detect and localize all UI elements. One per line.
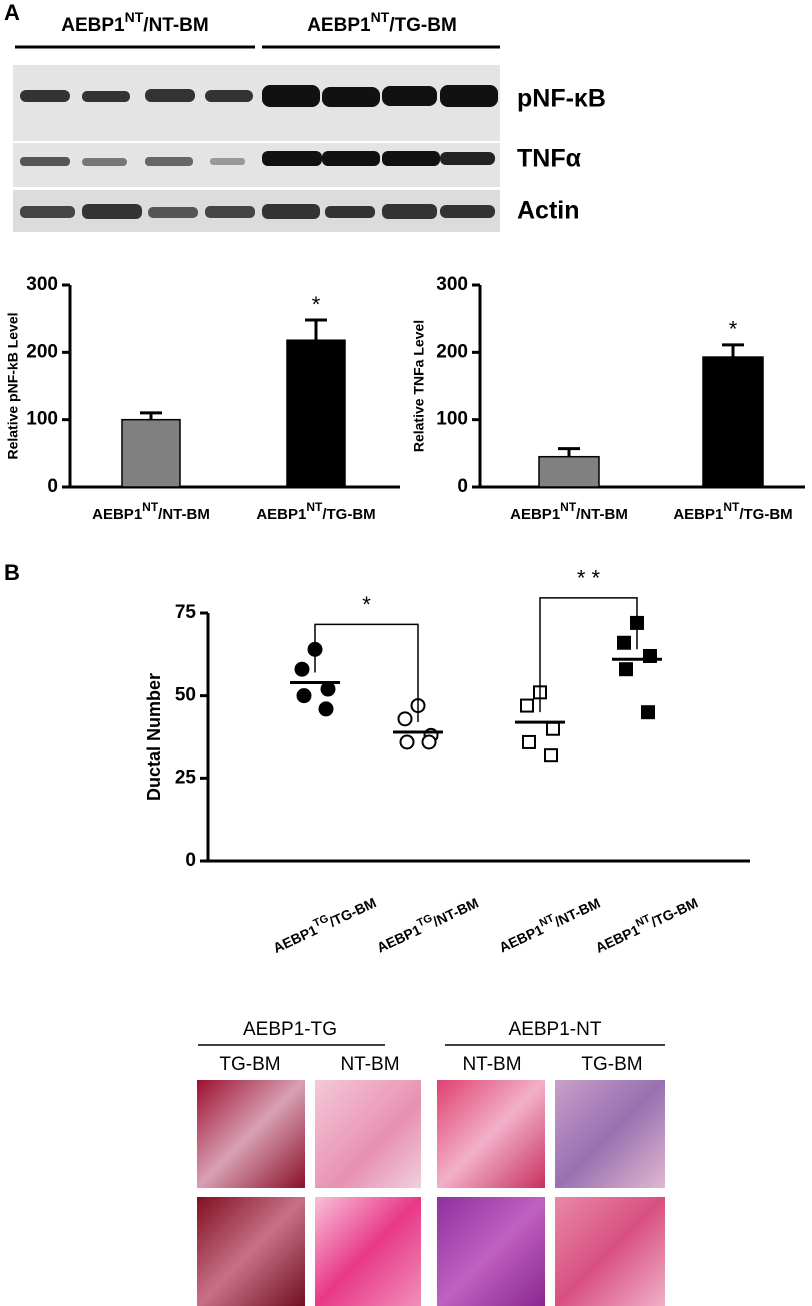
label-base: AEBP1	[510, 506, 560, 523]
y-tick-label: 200	[26, 341, 58, 362]
y-tick-label: 0	[47, 476, 58, 497]
blot-group-label: AEBP1NT/TG-BM	[307, 9, 457, 36]
label-suffix: /TG-BM	[389, 15, 457, 36]
band-label: pNF-κB	[517, 85, 606, 113]
group-label: AEBP1-TG	[243, 1019, 337, 1040]
label-sup: TG	[415, 912, 434, 929]
data-point	[320, 681, 336, 697]
label-base: AEBP1	[307, 15, 371, 36]
significance: *	[729, 317, 738, 342]
label-base: AEBP1	[593, 921, 642, 955]
error-bar	[722, 343, 744, 358]
y-tick-label: 25	[175, 767, 197, 788]
data-point	[619, 662, 633, 677]
column-label: TG-BM	[219, 1054, 280, 1075]
label-suffix: /NT-BM	[143, 15, 208, 36]
data-point	[617, 635, 631, 650]
significance: *	[312, 292, 321, 317]
label-sup: NT	[306, 500, 323, 514]
label-base: AEBP1	[374, 921, 423, 955]
label-base: AEBP1	[256, 506, 306, 523]
data-point	[522, 734, 536, 749]
bar	[702, 356, 764, 488]
y-tick-label: 0	[457, 476, 468, 497]
group-label: AEBP1-NT	[509, 1019, 602, 1040]
label-base: AEBP1	[270, 921, 319, 955]
data-point	[544, 748, 558, 763]
label-sup: NT	[371, 9, 390, 25]
label-sup: NT	[560, 500, 577, 514]
bar	[538, 455, 600, 488]
bar	[286, 339, 346, 488]
data-point	[318, 701, 334, 717]
comparison-bracket	[314, 623, 419, 723]
label-base: AEBP1	[673, 506, 723, 523]
x-tick-label: AEBP1NT/NT-BM	[495, 892, 602, 955]
column-label: NT-BM	[340, 1054, 399, 1075]
y-tick-label: 0	[185, 850, 196, 871]
label-sup: NT	[125, 9, 144, 25]
label-sup: NT	[142, 500, 159, 514]
label-base: AEBP1	[496, 921, 545, 955]
x-tick-label: AEBP1TG/TG-BM	[269, 891, 378, 955]
label-base: AEBP1	[61, 15, 125, 36]
label-suffix: /TG-BM	[327, 894, 379, 930]
comparison-bracket	[539, 597, 638, 713]
x-tick-label: AEBP1NT/NT-BM	[92, 500, 210, 523]
x-tick-label: AEBP1NT/TG-BM	[673, 500, 792, 523]
x-tick-label: AEBP1NT/TG-BM	[256, 500, 375, 523]
y-tick-label: 100	[436, 409, 468, 430]
error-bar	[140, 411, 162, 420]
label-suffix: /NT-BM	[430, 894, 480, 929]
column-label: NT-BM	[462, 1054, 521, 1075]
western-blot	[13, 45, 500, 232]
label-suffix: /TG-BM	[322, 506, 375, 523]
label-sup: NT	[538, 912, 557, 929]
y-axis-label: Ductal Number	[144, 673, 164, 801]
data-point	[296, 688, 312, 704]
data-point	[546, 721, 560, 736]
label-suffix: /TG-BM	[739, 506, 792, 523]
band-label: TNFα	[517, 145, 582, 173]
label-suffix: /TG-BM	[648, 894, 700, 930]
data-point	[397, 711, 413, 727]
column-label: TG-BM	[581, 1054, 642, 1075]
label-suffix: /NT-BM	[576, 506, 628, 523]
blot-group-label: AEBP1NT/NT-BM	[61, 9, 208, 36]
data-point	[641, 705, 655, 720]
label-sup: NT	[723, 500, 740, 514]
x-tick-label: AEBP1NT/TG-BM	[592, 892, 701, 956]
data-point	[294, 661, 310, 677]
y-tick-label: 300	[26, 274, 58, 295]
micrographs	[197, 1044, 665, 1306]
label-sup: TG	[312, 912, 331, 929]
bar	[121, 418, 181, 488]
label-suffix: /NT-BM	[552, 894, 602, 929]
y-axis-label: Relative TNFa Level	[411, 320, 427, 452]
panel-label: B	[4, 560, 20, 585]
x-tick-label: AEBP1NT/NT-BM	[510, 500, 628, 523]
significance: *	[362, 592, 371, 617]
data-point	[520, 698, 534, 713]
significance: * *	[577, 566, 601, 591]
data-point	[399, 734, 415, 750]
y-tick-label: 300	[436, 274, 468, 295]
label-suffix: /NT-BM	[158, 506, 210, 523]
y-axis-label: Relative pNF-kB Level	[5, 312, 21, 459]
band-label: Actin	[517, 197, 580, 225]
x-tick-label: AEBP1TG/NT-BM	[373, 892, 481, 956]
y-tick-label: 200	[436, 341, 468, 362]
y-tick-label: 50	[175, 685, 196, 706]
error-bar	[305, 318, 327, 341]
label-sup: NT	[634, 912, 653, 929]
y-tick-label: 75	[175, 602, 197, 623]
error-bar	[558, 447, 580, 457]
y-tick-label: 100	[26, 409, 58, 430]
data-point	[421, 734, 437, 750]
panel-label: A	[4, 0, 20, 25]
label-base: AEBP1	[92, 506, 142, 523]
